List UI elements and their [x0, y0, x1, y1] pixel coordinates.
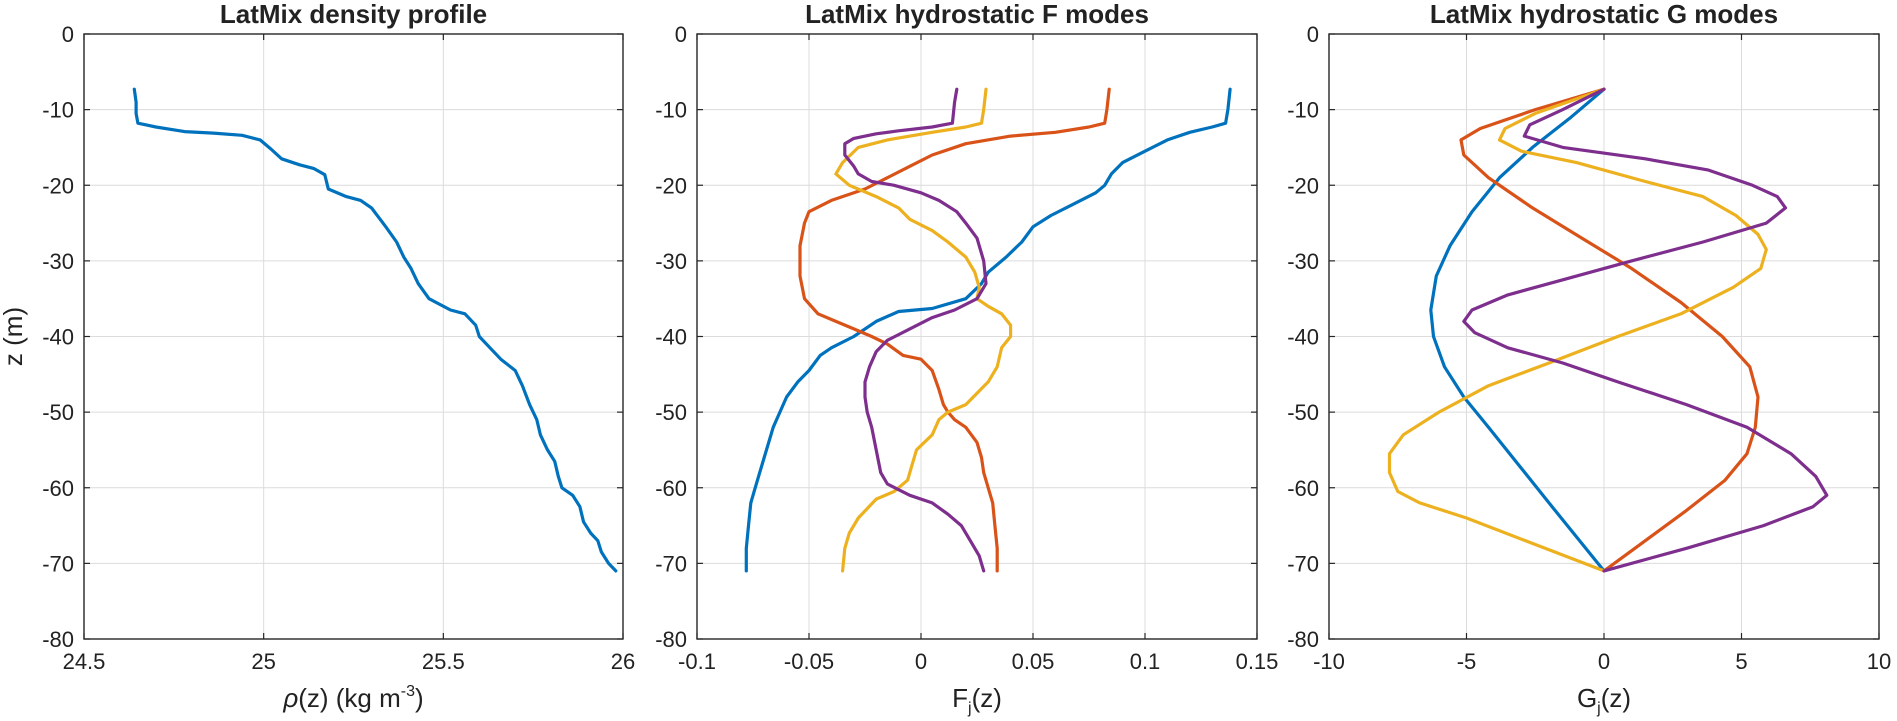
y-tick-label: -70	[655, 551, 687, 576]
x-axis-label-text: (z)	[1601, 683, 1631, 713]
x-tick-label: 5	[1735, 649, 1747, 674]
y-tick-label: -50	[1287, 400, 1319, 425]
y-tick-label: -60	[655, 476, 687, 501]
x-axis-label-close: )	[415, 683, 424, 713]
density-profile-plot: 24.5 25 25.5 26 0 -10 -20 -30 -40 -50 -60 -70 -80 Lat…	[0, 0, 635, 713]
x-axis-label-base: F	[952, 683, 968, 713]
series-line-3	[1387, 87, 1768, 573]
chart-title: LatMix density profile	[220, 0, 487, 29]
x-axis-label-superscript: -3	[401, 683, 415, 700]
series-line-1	[1429, 87, 1606, 573]
x-axis-label-base: G	[1577, 683, 1597, 713]
y-tick-label: -40	[655, 325, 687, 350]
x-tick-label: 0.15	[1236, 649, 1279, 674]
x-tick-label: -0.05	[784, 649, 834, 674]
y-tick-label: -70	[1287, 551, 1319, 576]
series-line-4	[1462, 87, 1829, 573]
x-tick-label: 26	[611, 649, 635, 674]
y-tick-label: -30	[42, 249, 74, 274]
y-tick-label: -30	[1287, 249, 1319, 274]
series-line-2	[1459, 87, 1760, 573]
y-tick-label: -80	[1287, 627, 1319, 652]
series-line-1	[744, 87, 1232, 573]
y-tick-label: -40	[42, 325, 74, 350]
y-tick-label: -10	[655, 98, 687, 123]
x-axis-label: Fj(z)	[952, 683, 1002, 717]
x-tick-label: 0	[1598, 649, 1610, 674]
x-tick-label: 0.1	[1130, 649, 1161, 674]
f-modes-plot: -0.1 -0.05 0 0.05 0.1 0.15 0 -10 -20 -30 -40 -50 -60…	[655, 0, 1278, 717]
y-tick-label: -80	[655, 627, 687, 652]
y-tick-label: -20	[655, 173, 687, 198]
x-tick-label: 0.05	[1012, 649, 1055, 674]
y-tick-label: -30	[655, 249, 687, 274]
series-line-2	[798, 87, 1111, 573]
x-tick-label: 25	[251, 649, 275, 674]
y-tick-label: -80	[42, 627, 74, 652]
y-tick-label: 0	[62, 22, 74, 47]
y-tick-label: -60	[42, 476, 74, 501]
series-line-3	[834, 87, 1013, 573]
y-tick-label: 0	[675, 22, 687, 47]
x-axis-label-text: (z) (kg m	[298, 683, 401, 713]
y-tick-label: -70	[42, 551, 74, 576]
chart-title: LatMix hydrostatic F modes	[805, 0, 1149, 29]
x-tick-label: -10	[1313, 649, 1345, 674]
x-axis-label-symbol: ρ	[282, 683, 298, 713]
x-tick-label: 10	[1867, 649, 1891, 674]
chart-title: LatMix hydrostatic G modes	[1430, 0, 1778, 29]
y-tick-label: -20	[42, 173, 74, 198]
series-line-4	[843, 87, 988, 573]
y-axis-label: z (m)	[0, 307, 28, 366]
y-tick-label: -60	[1287, 476, 1319, 501]
x-axis-label-subscript: j	[1596, 700, 1601, 717]
x-axis-label-subscript: j	[967, 700, 972, 717]
x-tick-label: -0.1	[678, 649, 716, 674]
g-modes-plot: -10 -5 0 5 100-10-20-30-40-50-60-70-80LatMix…	[1287, 0, 1891, 717]
y-tick-label: -10	[1287, 98, 1319, 123]
y-tick-label: -50	[42, 400, 74, 425]
x-axis-label-text: (z)	[972, 683, 1002, 713]
x-tick-label: 24.5	[63, 649, 106, 674]
x-tick-label: -5	[1457, 649, 1477, 674]
x-axis-label: Gj(z)	[1577, 683, 1631, 717]
x-tick-label: 25.5	[422, 649, 465, 674]
y-tick-label: 0	[1307, 22, 1319, 47]
y-tick-label: -20	[1287, 173, 1319, 198]
series-line-1	[132, 87, 618, 573]
x-axis-label: ρ(z) (kg m-3)	[282, 683, 423, 713]
y-tick-label: -40	[1287, 325, 1319, 350]
x-tick-label: 0	[915, 649, 927, 674]
y-tick-label: -50	[655, 400, 687, 425]
y-tick-label: -10	[42, 98, 74, 123]
